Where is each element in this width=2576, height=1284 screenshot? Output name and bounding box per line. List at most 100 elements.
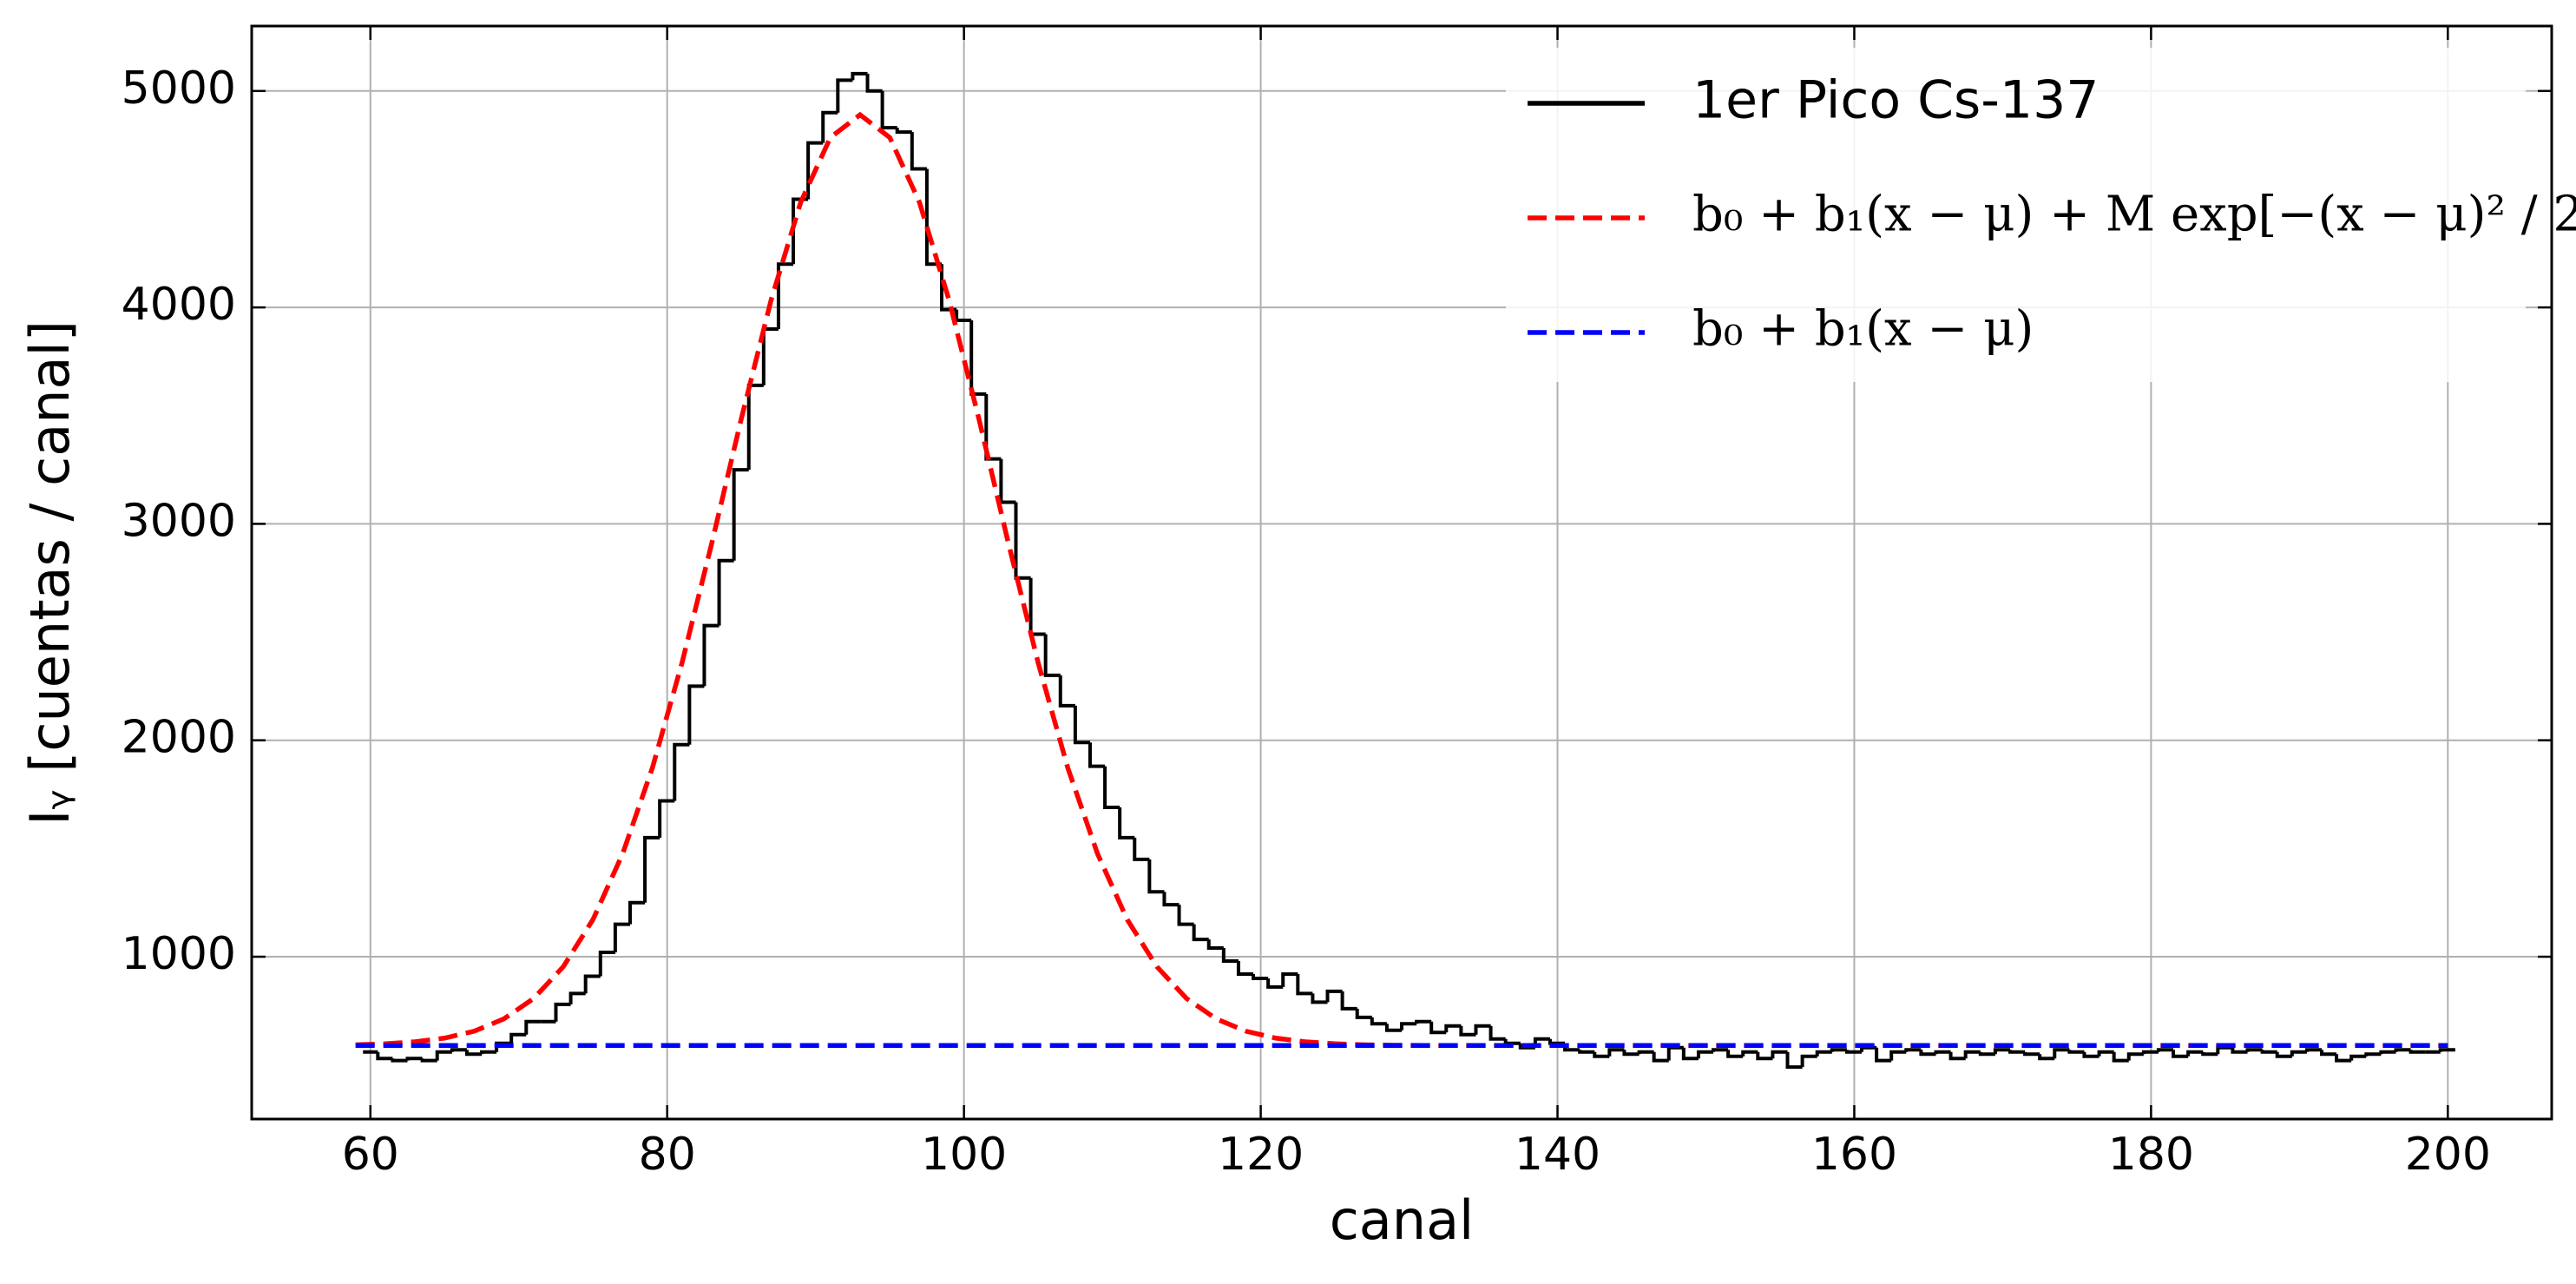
histogram-step bbox=[1118, 807, 1135, 840]
legend-label: 1er Pico Cs-137 bbox=[1692, 70, 2099, 131]
histogram-step bbox=[1652, 1051, 1669, 1063]
histogram-step bbox=[1355, 1008, 1372, 1019]
histogram-step bbox=[2304, 1048, 2322, 1052]
histogram-step bbox=[1741, 1050, 1758, 1057]
histogram-step bbox=[2394, 1048, 2411, 1052]
histogram-step bbox=[2067, 1050, 2085, 1054]
histogram-step bbox=[568, 991, 586, 1004]
histogram-step bbox=[1904, 1048, 1922, 1052]
histogram-step bbox=[2126, 1052, 2144, 1061]
x-axis-label: canal bbox=[1330, 1189, 1475, 1252]
histogram-step bbox=[1919, 1050, 1936, 1057]
histogram-step bbox=[821, 110, 838, 143]
histogram-step bbox=[1889, 1050, 1907, 1061]
histogram-step bbox=[1281, 971, 1298, 987]
histogram-step bbox=[1088, 742, 1106, 768]
histogram-step bbox=[1296, 973, 1313, 996]
x-tick-label: 160 bbox=[1811, 1129, 1897, 1181]
histogram-step bbox=[717, 558, 734, 626]
histogram-step bbox=[1503, 1038, 1521, 1045]
histogram-step bbox=[554, 1002, 571, 1022]
histogram-step bbox=[761, 327, 779, 385]
histogram-step bbox=[1637, 1050, 1654, 1055]
histogram-step bbox=[2245, 1048, 2263, 1052]
histogram-step bbox=[1014, 502, 1031, 580]
histogram-step bbox=[2141, 1050, 2159, 1055]
histogram-step bbox=[1830, 1048, 1847, 1052]
histogram-step bbox=[851, 71, 868, 81]
histogram-step bbox=[1221, 948, 1239, 964]
histogram-step bbox=[628, 900, 646, 925]
histogram-step bbox=[2201, 1051, 2218, 1057]
histogram-step bbox=[732, 468, 749, 561]
histogram-step bbox=[2053, 1048, 2070, 1059]
x-tick-label: 200 bbox=[2405, 1129, 2491, 1181]
histogram-step bbox=[1444, 1024, 1462, 1033]
histogram-step bbox=[1993, 1048, 2010, 1055]
histogram-step bbox=[450, 1048, 467, 1052]
histogram-step bbox=[1593, 1051, 1610, 1058]
histogram-step bbox=[1696, 1050, 1714, 1059]
histogram-step bbox=[1578, 1050, 1595, 1054]
x-tick-label: 180 bbox=[2108, 1129, 2194, 1181]
histogram-step bbox=[1459, 1025, 1476, 1037]
histogram-step bbox=[910, 132, 927, 171]
histogram-step bbox=[1963, 1050, 1981, 1059]
histogram-step bbox=[969, 320, 987, 396]
histogram-step bbox=[1488, 1025, 1506, 1041]
histogram-step bbox=[2408, 1050, 2426, 1054]
histogram-step bbox=[1429, 1021, 1447, 1035]
histogram-step bbox=[1370, 1017, 1387, 1026]
histogram-step bbox=[1844, 1050, 1862, 1054]
histogram-step bbox=[2260, 1050, 2277, 1054]
x-tick-label: 100 bbox=[921, 1129, 1007, 1181]
histogram-step bbox=[673, 742, 690, 801]
histogram-step bbox=[1103, 766, 1120, 809]
plot-frame bbox=[250, 24, 2553, 1121]
histogram-step bbox=[776, 262, 794, 330]
histogram-step bbox=[1325, 989, 1343, 1003]
histogram-step bbox=[1177, 905, 1194, 926]
histogram-step bbox=[1415, 1019, 1432, 1024]
x-tick-label: 60 bbox=[342, 1129, 399, 1181]
histogram-step bbox=[687, 684, 705, 745]
y-tick-label: 2000 bbox=[122, 712, 236, 764]
histogram-step bbox=[880, 90, 897, 130]
histogram-step bbox=[391, 1058, 408, 1063]
histogram-step bbox=[1875, 1047, 1892, 1063]
histogram-step bbox=[1147, 859, 1165, 894]
histogram-step bbox=[2364, 1052, 2382, 1057]
histogram-step bbox=[2349, 1054, 2367, 1061]
histogram-step bbox=[2082, 1051, 2100, 1058]
histogram-step bbox=[1771, 1050, 1788, 1059]
histogram-step bbox=[895, 128, 912, 135]
histogram-step bbox=[1252, 973, 1269, 980]
histogram-step bbox=[2038, 1054, 2055, 1061]
histogram-step bbox=[1311, 993, 1328, 1004]
histogram-step bbox=[1756, 1051, 1773, 1061]
histogram-step bbox=[1133, 837, 1150, 861]
histogram-step bbox=[1028, 577, 1046, 636]
histogram-step bbox=[1978, 1051, 1995, 1057]
histogram-step bbox=[1384, 1024, 1402, 1032]
histogram-step bbox=[1162, 892, 1180, 907]
histogram-step bbox=[702, 623, 720, 687]
histogram-step bbox=[464, 1050, 482, 1057]
histogram-step bbox=[2438, 1048, 2455, 1052]
histogram-step bbox=[924, 168, 942, 267]
histogram-step bbox=[583, 974, 601, 994]
legend-box bbox=[1506, 48, 2526, 382]
histogram-step bbox=[1400, 1022, 1417, 1030]
histogram-step bbox=[1815, 1050, 1832, 1057]
histogram-step bbox=[1681, 1047, 1699, 1061]
y-tick-label: 1000 bbox=[122, 928, 236, 980]
legend-label: b₀ + b₁(x − μ) + M exp[−(x − μ)² / 2σ²] bbox=[1692, 187, 2576, 243]
histogram-step bbox=[405, 1057, 423, 1061]
histogram-step bbox=[2320, 1050, 2337, 1057]
histogram-step bbox=[2186, 1050, 2204, 1057]
histogram-step bbox=[2290, 1050, 2307, 1057]
histogram-step bbox=[1058, 675, 1075, 708]
histogram-step bbox=[420, 1058, 437, 1063]
histogram-step bbox=[2172, 1050, 2189, 1058]
